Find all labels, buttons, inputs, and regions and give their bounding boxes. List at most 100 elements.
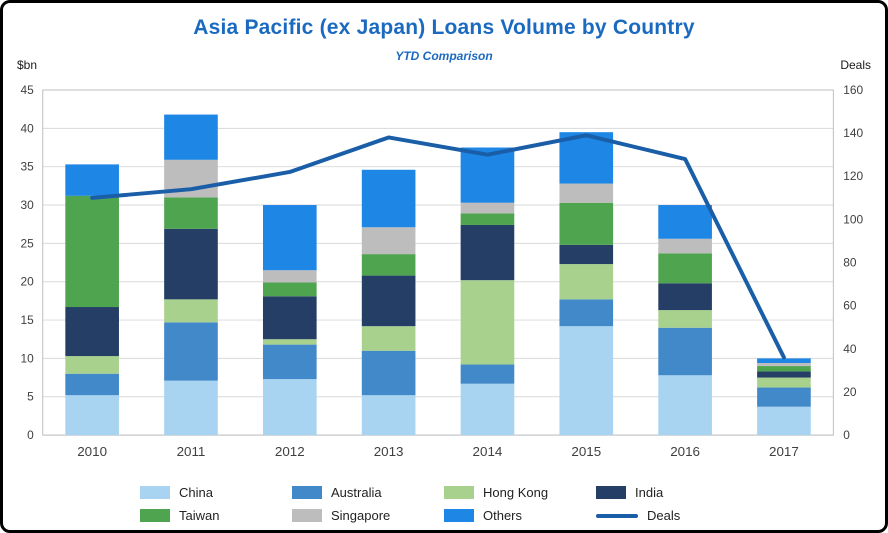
bar-segment-hong-kong	[262, 339, 317, 345]
bar-segment-china	[757, 406, 811, 436]
bar-segment-china	[65, 395, 119, 436]
bar-segment-hong-kong	[164, 299, 218, 323]
legend-item-deals: Deals	[596, 508, 748, 523]
left-axis-tick-label: 45	[21, 83, 35, 97]
bar-segment-india	[757, 371, 811, 378]
bar-segment-singapore	[262, 270, 317, 283]
x-axis-year-label: 2011	[177, 444, 206, 459]
bar-segment-australia	[559, 299, 614, 327]
left-axis-tick-label: 40	[21, 121, 35, 135]
legend-item-hong-kong: Hong Kong	[444, 485, 596, 500]
bar-segment-taiwan	[262, 282, 317, 297]
bar-segment-singapore	[460, 202, 515, 214]
legend-label: Others	[483, 508, 523, 523]
bar-segment-hong-kong	[65, 356, 119, 374]
right-axis-tick-label: 80	[843, 256, 857, 270]
bar-segment-china	[164, 380, 218, 436]
legend-label: Hong Kong	[483, 485, 549, 500]
bar-segment-india	[65, 307, 119, 357]
bar-segment-australia	[361, 350, 416, 396]
legend-line-sample	[596, 513, 638, 518]
bar-segment-india	[559, 244, 614, 265]
left-axis-tick-label: 30	[21, 198, 35, 212]
bar-segment-india	[361, 275, 416, 327]
bar-segment-taiwan	[559, 202, 614, 245]
right-axis-tick-label: 60	[843, 299, 857, 313]
bar-segment-india	[658, 283, 712, 311]
bar-segment-hong-kong	[361, 326, 416, 351]
legend-item-taiwan: Taiwan	[140, 508, 292, 523]
legend-item-australia: Australia	[292, 485, 444, 500]
bar-segment-hong-kong	[658, 310, 712, 328]
deals-line	[90, 133, 786, 360]
right-axis-unit-label: Deals	[840, 58, 871, 72]
x-axis-year-label: 2013	[374, 444, 404, 459]
left-axis-tick-label: 35	[21, 160, 35, 174]
left-axis-tick-label: 15	[21, 313, 35, 327]
legend-item-others: Others	[444, 508, 596, 523]
bar-segment-australia	[460, 364, 515, 384]
chart-legend: China Australia Hong Kong India Taiwan Singap…	[3, 485, 885, 523]
bar-segment-taiwan	[164, 197, 218, 229]
legend-grid: China Australia Hong Kong India Taiwan Singap…	[140, 485, 748, 523]
chart-title: Asia Pacific (ex Japan) Loans Volume by …	[193, 16, 695, 39]
bar-segment-australia	[262, 344, 317, 380]
legend-label: India	[635, 485, 664, 500]
left-axis-tick-label: 5	[27, 390, 34, 404]
legend-label: Taiwan	[179, 508, 220, 523]
bar-segment-china	[460, 383, 515, 436]
right-axis-tick-label: 0	[843, 428, 850, 442]
legend-item-india: India	[596, 485, 748, 500]
legend-color-swatch	[444, 486, 474, 499]
bar-segment-china	[559, 326, 614, 436]
bar-segment-china	[658, 375, 712, 436]
bar-segment-taiwan	[757, 366, 811, 372]
bar-segment-australia	[658, 327, 712, 376]
chart-canvas: 0 5 10 15 20 25 30 35 40 45 0 20 40 60 80 100 120 140 160 2…	[21, 83, 864, 459]
bar-segment-hong-kong	[460, 280, 515, 365]
left-axis-tick-label: 10	[21, 351, 35, 365]
legend-color-swatch	[292, 486, 322, 499]
bar-segment-others	[361, 169, 416, 228]
legend-color-swatch	[596, 486, 626, 499]
legend-item-china: China	[140, 485, 292, 500]
bar-segment-india	[164, 228, 218, 300]
bar-segment-singapore	[559, 183, 614, 203]
bar-segment-singapore	[658, 238, 712, 254]
right-axis-tick-label: 160	[843, 83, 863, 97]
legend-color-swatch	[444, 509, 474, 522]
right-axis-tick-label: 40	[843, 342, 857, 356]
bar-segment-taiwan	[361, 254, 416, 276]
bar-segment-hong-kong	[559, 264, 614, 300]
legend-label: China	[179, 485, 213, 500]
legend-color-swatch	[140, 509, 170, 522]
bar-segment-australia	[164, 322, 218, 381]
legend-color-swatch	[292, 509, 322, 522]
bar-segment-singapore	[757, 362, 811, 367]
bar-segment-india	[460, 224, 515, 281]
legend-item-singapore: Singapore	[292, 508, 444, 523]
left-axis-tick-label: 25	[21, 236, 35, 250]
x-axis-year-label: 2015	[571, 444, 601, 459]
bar-segment-others	[164, 114, 218, 160]
bar-segment-china	[262, 379, 317, 436]
legend-label: Australia	[331, 485, 382, 500]
left-axis-tick-label: 0	[27, 428, 34, 442]
legend-label: Singapore	[331, 508, 391, 523]
bar-segment-others	[65, 164, 119, 196]
bar-segment-others	[460, 147, 515, 203]
legend-label: Deals	[647, 508, 681, 523]
bar-segment-india	[262, 296, 317, 340]
bar-segment-others	[262, 205, 317, 271]
bar-segment-australia	[65, 373, 119, 396]
bar-segment-taiwan	[460, 213, 515, 225]
bar-segment-taiwan	[658, 253, 712, 284]
bar-segment-china	[361, 395, 416, 436]
right-axis-tick-label: 100	[843, 212, 863, 226]
bar-segment-others	[757, 358, 811, 363]
x-axis-year-label: 2014	[473, 444, 503, 459]
x-axis-year-label: 2010	[77, 444, 107, 459]
x-axis-year-label: 2016	[670, 444, 700, 459]
bar-segment-taiwan	[65, 195, 119, 308]
